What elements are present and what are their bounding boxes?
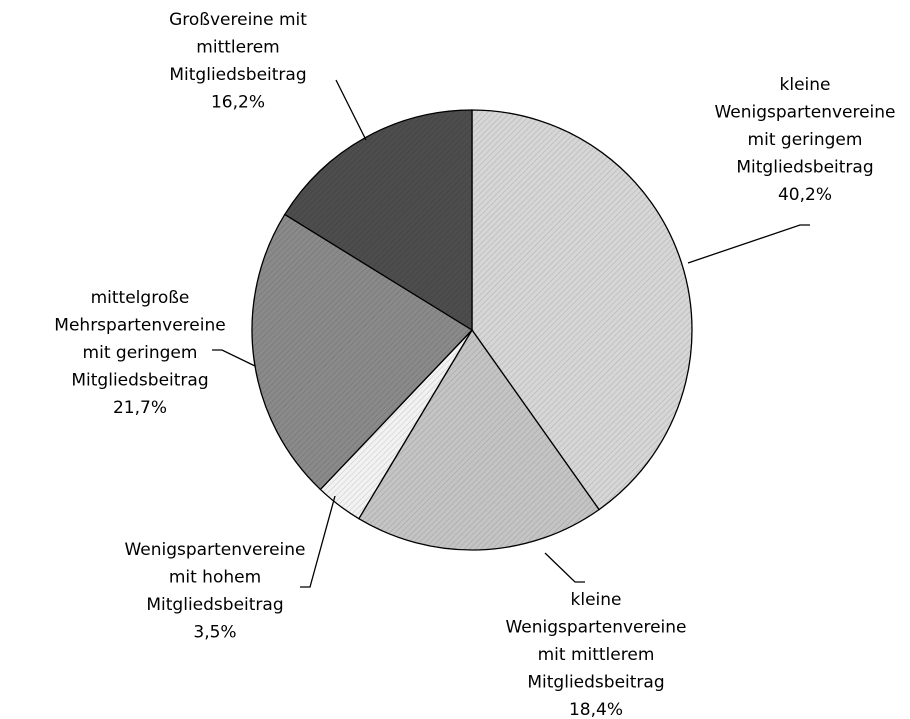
category-label: Wenigspartenvereine xyxy=(505,618,686,638)
category-label: mit geringem xyxy=(83,343,198,363)
slice-label: Wenigspartenvereine mit hohem Mitgliedsbei… xyxy=(124,540,305,643)
leader-line xyxy=(687,224,810,264)
slice-texture xyxy=(472,110,692,510)
value-label: 18,4% xyxy=(569,700,623,719)
category-label: Wenigspartenvereine xyxy=(124,540,305,560)
slice-label: mittelgroße Mehrspartenvereine mit geringe… xyxy=(54,288,225,418)
leader-line xyxy=(300,495,336,588)
category-label: Wenigspartenvereine xyxy=(714,103,895,123)
category-label: mit hohem xyxy=(169,568,261,588)
value-label: 3,5% xyxy=(193,623,236,643)
category-label: Mitgliedsbeitrag xyxy=(71,371,208,391)
category-label: Mitgliedsbeitrag xyxy=(146,595,283,615)
category-label: kleine xyxy=(571,590,622,610)
leader-line xyxy=(212,349,256,367)
slice-texture xyxy=(320,330,472,519)
category-label: kleine xyxy=(780,75,831,95)
category-label: mit mittlerem xyxy=(538,645,655,665)
slice-label: kleine Wenigspartenvereine mit mittlerem Mi… xyxy=(505,590,686,719)
category-label: Mehrspartenvereine xyxy=(54,316,225,336)
category-label: mit geringem xyxy=(748,130,863,150)
slice-label: Großvereine mit mittlerem Mitgliedsbeitrag… xyxy=(169,10,307,113)
slice-label: kleine Wenigspartenvereine mit geringem Mit… xyxy=(714,75,895,205)
slice-texture xyxy=(284,110,472,330)
leader-line xyxy=(544,552,585,583)
category-label: Mitgliedsbeitrag xyxy=(169,65,306,85)
value-label: 16,2% xyxy=(211,93,265,113)
category-label: Mitgliedsbeitrag xyxy=(527,673,664,693)
value-label: 21,7% xyxy=(113,398,167,418)
category-label: mittelgroße xyxy=(91,288,190,308)
value-label: 40,2% xyxy=(778,185,832,205)
category-label: Großvereine mit xyxy=(169,10,307,30)
slice-texture xyxy=(251,214,472,490)
category-label: Mitgliedsbeitrag xyxy=(736,158,873,178)
category-label: mittlerem xyxy=(196,38,279,58)
leader-line xyxy=(335,79,367,141)
slice-texture xyxy=(358,330,600,551)
